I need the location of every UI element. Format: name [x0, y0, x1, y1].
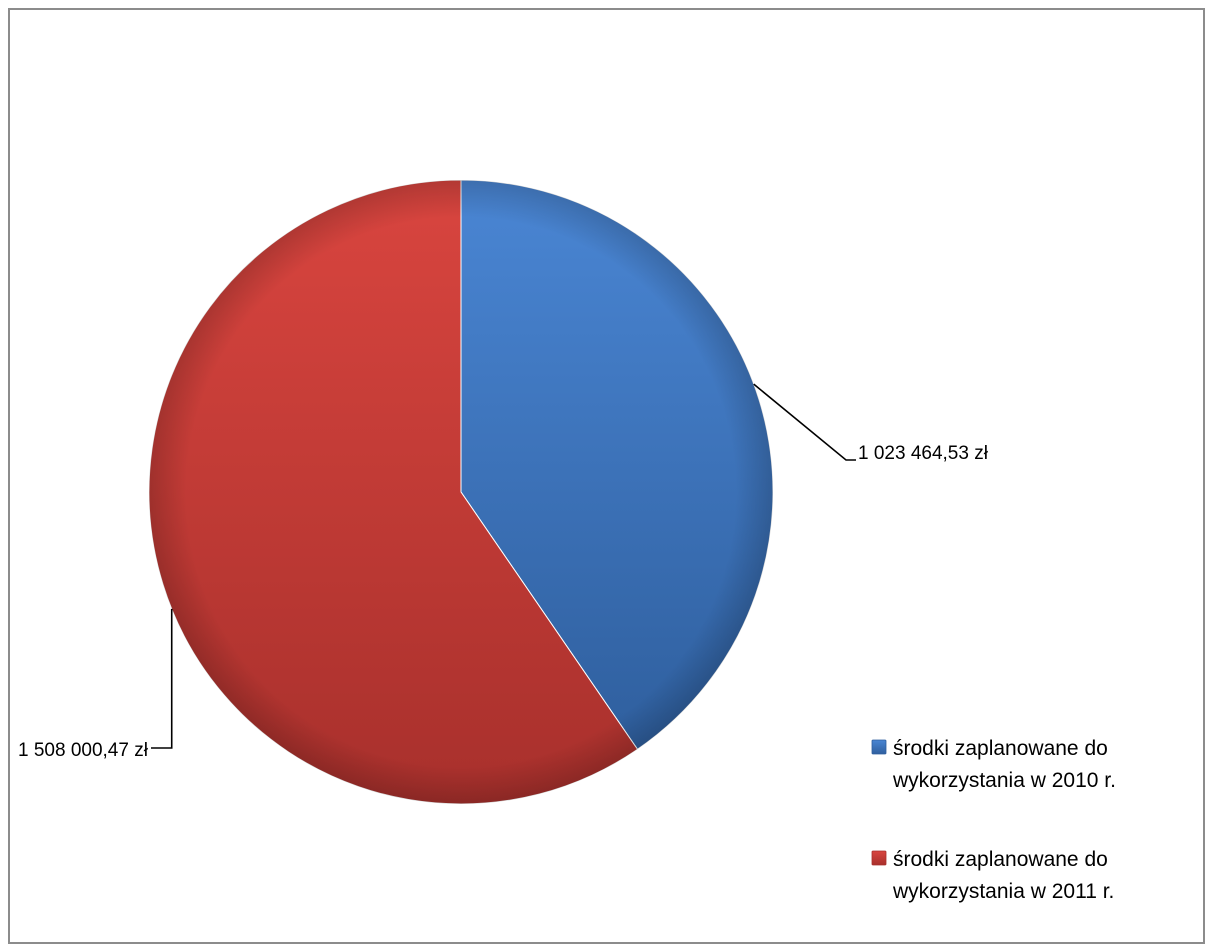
legend-swatch-2010	[872, 740, 886, 754]
leader-line-2011	[151, 609, 172, 748]
legend-label-2011-line1: środki zaplanowane do	[893, 848, 1108, 871]
legend-item-2011[interactable]: środki zaplanowane do wykorzystania w 20…	[872, 848, 1114, 903]
pie-slices	[149, 180, 773, 804]
data-label-2011: 1 508 000,47 zł	[18, 740, 149, 761]
legend-label-2011-line2: wykorzystania w 2011 r.	[892, 880, 1114, 903]
legend-label-2010-line2: wykorzystania w 2010 r.	[892, 769, 1116, 792]
legend-swatch-2011	[872, 851, 886, 865]
data-label-2010: 1 023 464,53 zł	[858, 443, 989, 464]
legend: środki zaplanowane do wykorzystania w 20…	[872, 737, 1116, 903]
legend-item-2010[interactable]: środki zaplanowane do wykorzystania w 20…	[872, 737, 1116, 792]
svg-text:środki zaplanowane do: środki zaplanowane do wykorzystania w 20…	[892, 848, 1114, 903]
legend-label-2010-line1: środki zaplanowane do	[893, 737, 1108, 760]
svg-text:środki zaplanowane do: środki zaplanowane do wykorzystania w 20…	[892, 737, 1116, 792]
